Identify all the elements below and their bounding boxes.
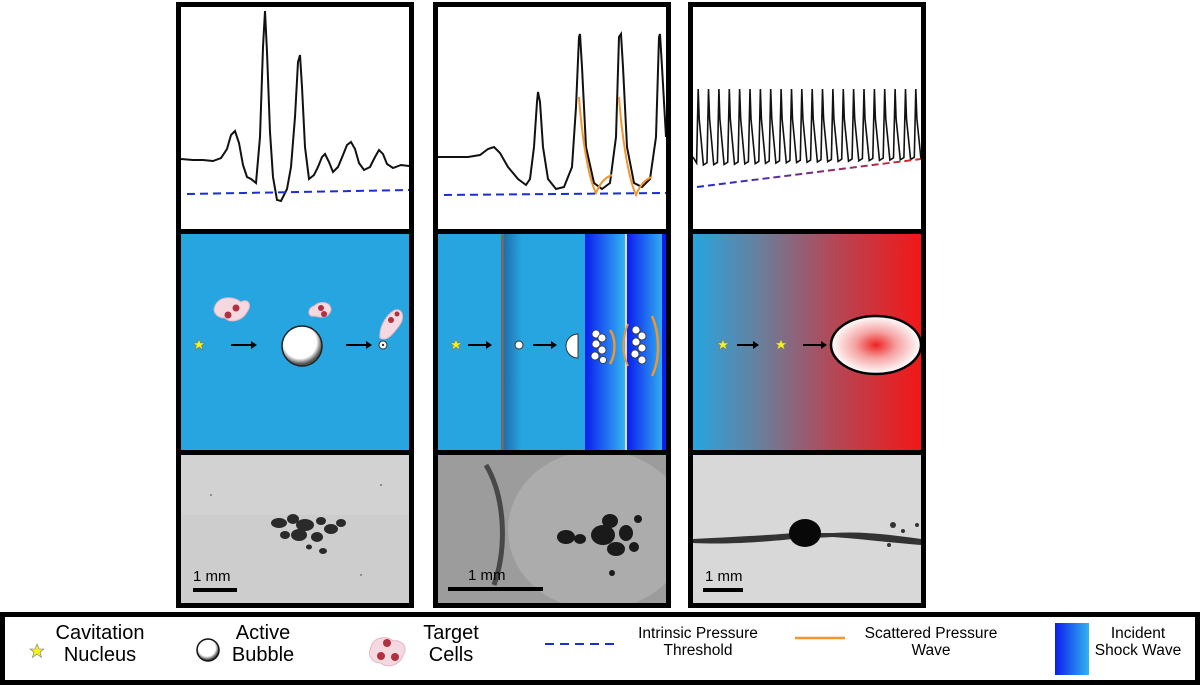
pressure-waveform-2 [438,30,666,191]
pressure-waveform-3 [693,88,921,167]
cell-debris-2 [557,514,642,576]
small-bubble [514,340,524,350]
legend-bubble-line1: Active [235,622,291,644]
scale-bar-2 [448,587,543,591]
scale-label-1: 1 mm [193,568,231,585]
legend-threshold-line2: Threshold [663,642,733,660]
intrinsic-threshold-line-2 [443,192,666,196]
intrinsic-threshold-line-1 [186,189,409,195]
schematic-2 [438,229,666,455]
legend-active-bubble: Active Bubble [193,617,318,680]
acoustic-front [501,234,504,450]
scale-bar-1 [193,588,237,592]
legend-threshold-line1: Intrinsic Pressure [638,625,758,642]
blue-gradient-bar-icon [1055,623,1089,675]
target-cells-1 [213,297,250,322]
incident-shock-band-1 [585,234,625,450]
legend: Cavitation Nucleus Active Bubble Target [0,612,1200,685]
panel-shock-scattering: 1 mm [433,2,671,608]
pressure-waveform-plot-3 [693,7,921,229]
panel-thermal: 1 mm [688,2,926,608]
legend-bubble-line2: Bubble [231,644,295,667]
intrinsic-threshold-line-3 [696,158,921,188]
scale-bar-3 [703,588,743,592]
schematic-1 [181,229,409,455]
pressure-waveform-plot-2 [438,7,666,229]
legend-cells-line2: Cells [428,644,474,667]
micrograph-3: 1 mm [693,455,921,603]
orange-line-icon [795,636,845,640]
scattered-wave-1 [578,96,613,196]
blue-dashed-line-icon [545,643,617,645]
schematic-3 [693,229,921,455]
half-bubble [565,333,579,359]
cavitation-nucleus-star-icon [192,338,206,351]
legend-cavitation-line1: Cavitation [55,622,145,644]
micrograph-2: 1 mm [438,455,666,603]
cavitation-nucleus-star-icon-b [774,338,788,351]
legend-scattered-line2: Wave [911,642,951,660]
micrograph-1: 1 mm [181,455,409,603]
legend-cells-line1: Target [423,622,479,644]
legend-shock-line2: Shock Wave [1094,642,1182,660]
legend-target-cells: Target Cells [365,617,505,680]
scale-label-3: 1 mm [705,568,743,585]
legend-cavitation-nucleus: Cavitation Nucleus [15,617,165,680]
bubble-cluster-2 [630,325,647,365]
active-bubble-large [281,325,323,367]
cell-debris-1 [271,514,346,554]
bubble-cluster-1 [590,329,607,364]
legend-intrinsic-threshold: Intrinsic Pressure Threshold [545,617,785,680]
legend-incident-shock: Incident Shock Wave [1045,617,1195,680]
legend-scattered-line1: Scattered Pressure [864,625,998,642]
legend-cavitation-line2: Nucleus [63,644,137,667]
scale-label-2: 1 mm [468,567,506,584]
heated-bubble [829,314,921,376]
lesion-core [789,519,821,547]
cavitation-nucleus-star-icon [449,338,463,351]
pressure-waveform-1 [181,10,409,203]
bubble-icon [196,638,220,662]
legend-shock-line1: Incident [1110,625,1166,642]
pressure-waveform-plot-1 [181,7,409,229]
cavitation-nucleus-star-icon-a [716,338,730,351]
legend-scattered-wave: Scattered Pressure Wave [795,617,1025,680]
panel-single-pulse: 1 mm [176,2,414,608]
scattered-wave-2 [618,96,653,198]
cells-icon [368,637,406,667]
yellow-star-icon [29,643,45,659]
disrupted-cells [379,309,403,340]
